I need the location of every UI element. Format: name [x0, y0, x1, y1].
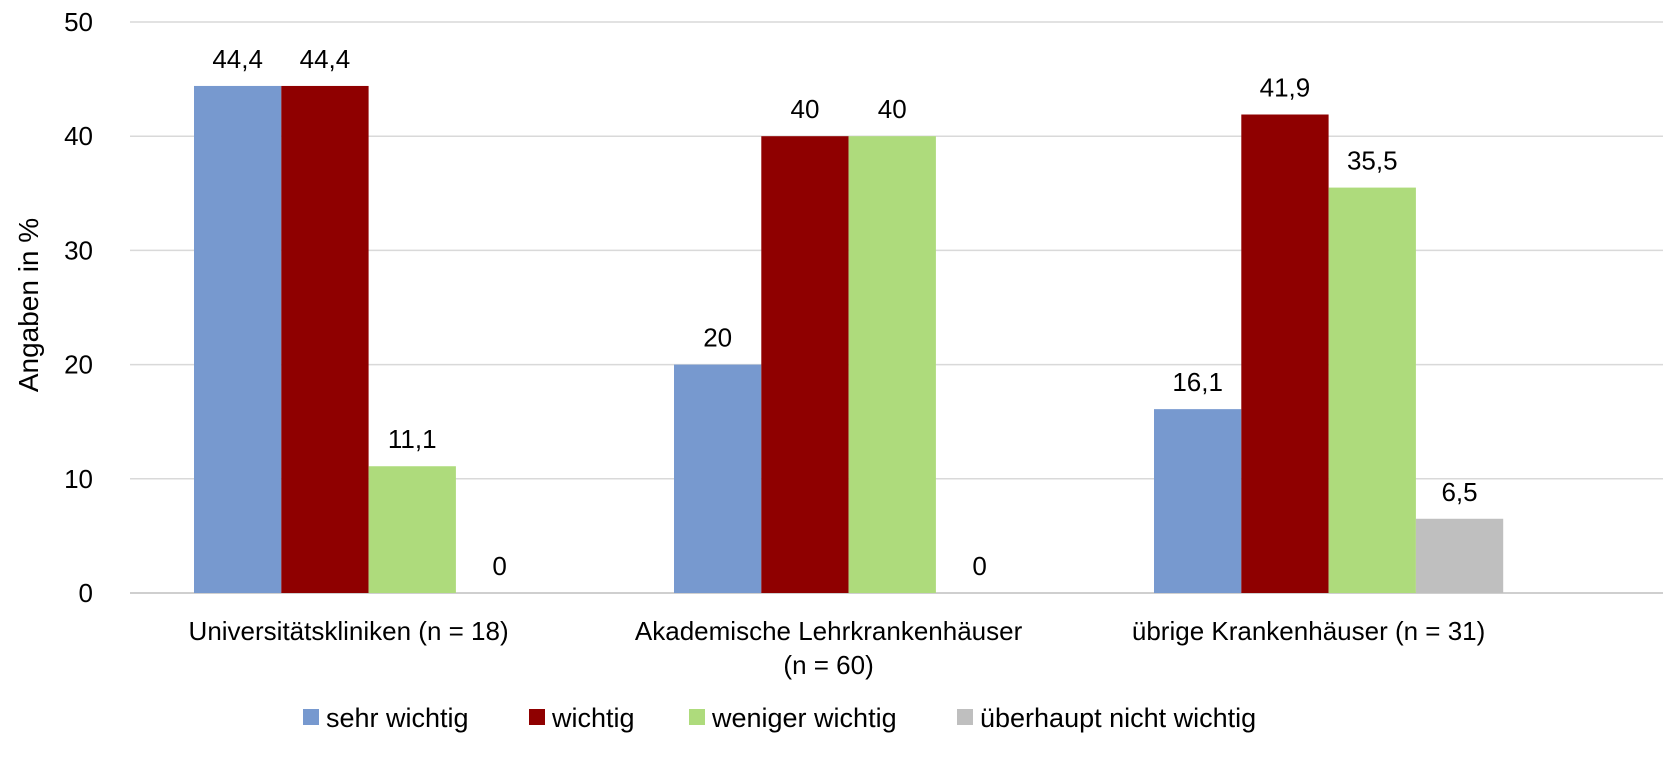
- data-labels: 44,4 20 16,1 44,4 40 41,9 11,1 40 35,5 0 0 6,5: [212, 44, 1477, 581]
- category-label: Akademische Lehrkrankenhäuser: [635, 616, 1023, 646]
- legend-label: überhaupt nicht wichtig: [980, 703, 1256, 733]
- data-label: 16,1: [1172, 367, 1223, 397]
- y-tick-label: 0: [79, 578, 93, 608]
- data-label: 40: [878, 94, 907, 124]
- y-axis-title: Angaben in %: [13, 218, 44, 392]
- legend-label: wichtig: [551, 703, 635, 733]
- y-tick-label: 20: [64, 350, 93, 380]
- legend-label: weniger wichtig: [711, 703, 897, 733]
- bar: [848, 136, 936, 593]
- y-tick-label: 50: [64, 7, 93, 37]
- y-tick-label: 30: [64, 235, 93, 265]
- bar: [1415, 518, 1504, 593]
- bar: [281, 85, 369, 594]
- legend-swatch: [689, 709, 705, 725]
- y-tick-label: 10: [64, 464, 93, 494]
- data-label: 0: [972, 551, 986, 581]
- data-label: 11,1: [388, 424, 437, 454]
- category-label: (n = 60): [783, 650, 873, 680]
- legend-swatch: [303, 709, 319, 725]
- data-label: 20: [703, 323, 732, 353]
- data-label: 41,9: [1260, 73, 1311, 103]
- bar: [194, 85, 282, 594]
- data-label: 6,5: [1441, 477, 1477, 507]
- data-label: 44,4: [212, 44, 263, 74]
- bar: [1328, 187, 1416, 593]
- bar: [674, 364, 762, 593]
- legend-swatch: [529, 709, 545, 725]
- legend: sehr wichtig wichtig weniger wichtig überha…: [303, 703, 1256, 733]
- data-label: 35,5: [1347, 146, 1398, 176]
- bar: [1154, 409, 1242, 593]
- bars: [194, 85, 1504, 594]
- category-label: Universitätskliniken (n = 18): [189, 616, 509, 646]
- y-tick-label: 40: [64, 121, 93, 151]
- y-axis-ticks: 0 10 20 30 40 50: [64, 7, 93, 608]
- category-label: übrige Krankenhäuser (n = 31): [1132, 616, 1485, 646]
- data-label: 0: [492, 551, 506, 581]
- data-label: 40: [790, 94, 819, 124]
- bar: [368, 466, 456, 593]
- legend-label: sehr wichtig: [326, 703, 469, 733]
- x-axis-categories: Universitätskliniken (n = 18) Akademische…: [189, 616, 1486, 680]
- legend-swatch: [957, 709, 973, 725]
- bar: [761, 136, 849, 593]
- data-label: 44,4: [300, 44, 351, 74]
- bar: [1241, 114, 1329, 593]
